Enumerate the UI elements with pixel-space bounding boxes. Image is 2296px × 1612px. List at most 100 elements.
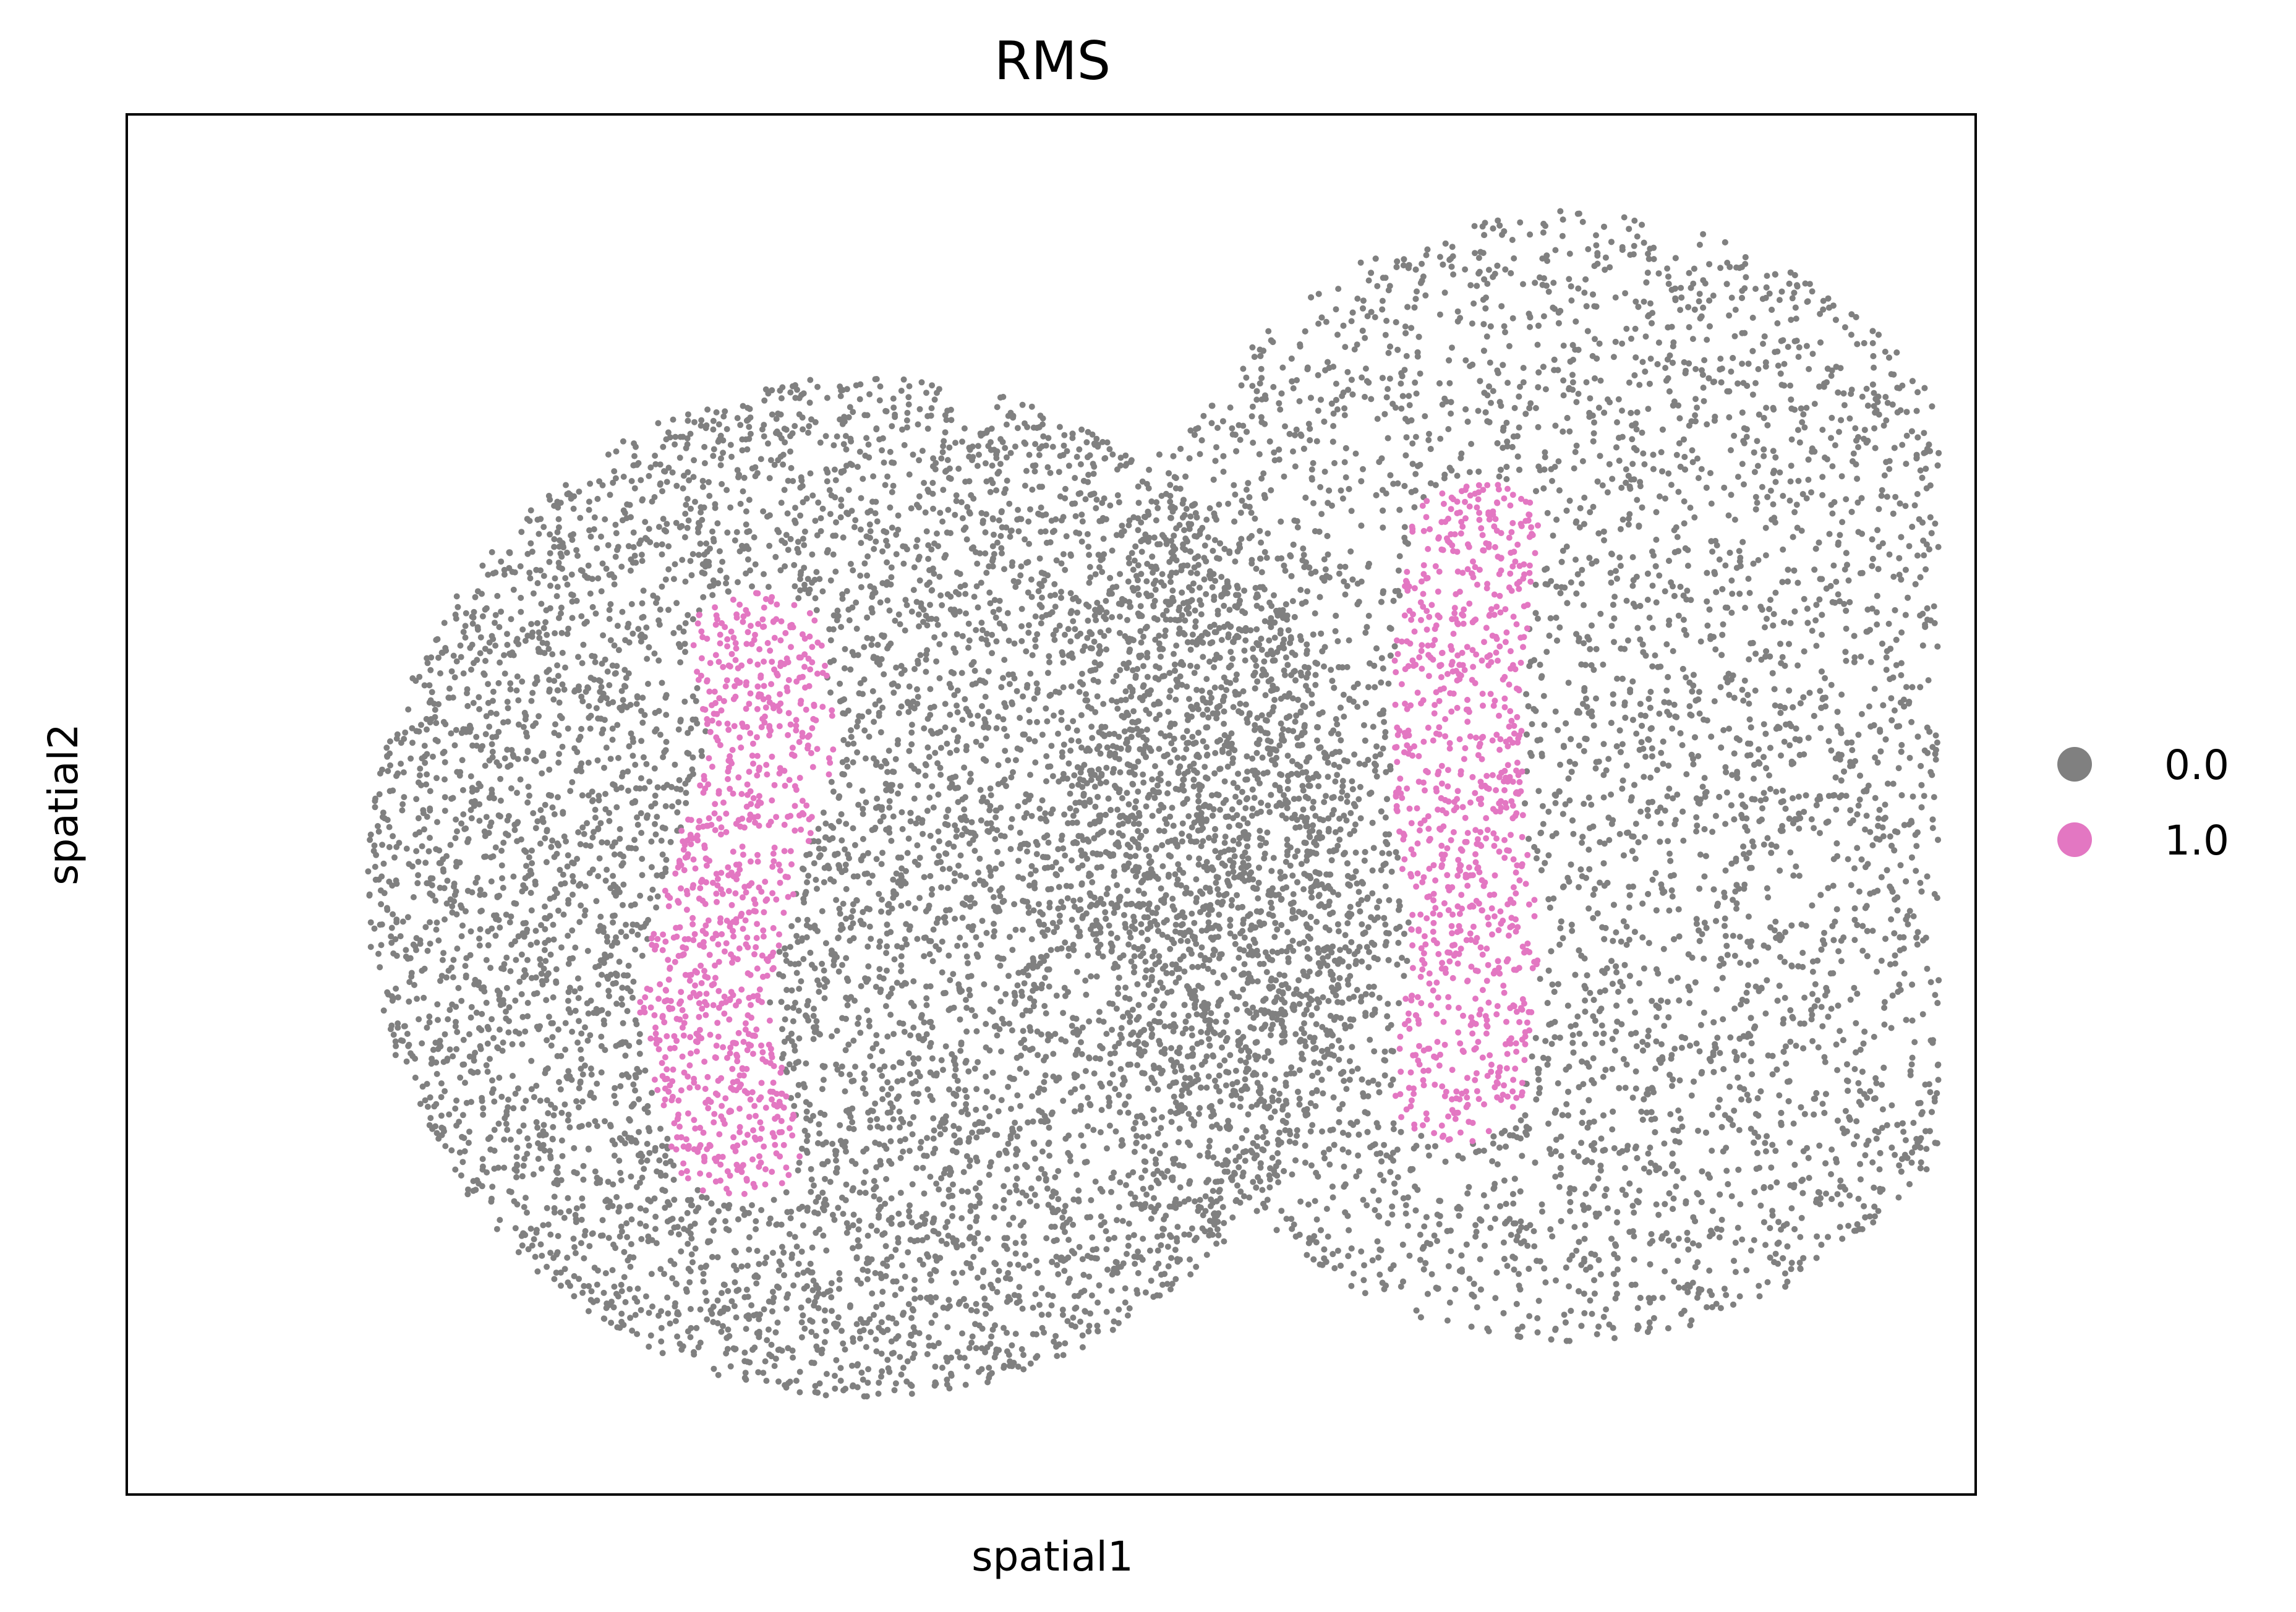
data-point [949, 774, 956, 781]
data-point [873, 1303, 880, 1310]
data-point [1132, 673, 1139, 679]
data-point [800, 1222, 806, 1229]
data-point [645, 1238, 652, 1245]
data-point [1292, 1031, 1299, 1038]
data-point [1208, 792, 1215, 799]
data-point [496, 624, 503, 631]
data-point [759, 426, 766, 433]
data-point [968, 1007, 975, 1013]
data-point [1163, 616, 1169, 623]
data-point [819, 908, 826, 915]
data-point [1103, 779, 1109, 785]
data-point [585, 562, 592, 569]
data-point [561, 1101, 568, 1108]
data-point [994, 1132, 1001, 1138]
data-point [803, 1060, 809, 1067]
data-point [1239, 788, 1245, 795]
data-point [559, 1153, 566, 1159]
data-point [468, 815, 475, 822]
data-point [579, 660, 586, 667]
data-point [838, 503, 845, 510]
data-point [873, 804, 879, 811]
data-point [986, 1172, 992, 1178]
data-point [821, 879, 827, 885]
data-point [399, 801, 406, 808]
data-point [569, 779, 576, 785]
data-point [620, 438, 626, 445]
data-point [879, 548, 886, 555]
data-point [556, 564, 563, 571]
data-point [798, 1145, 805, 1152]
data-point [427, 890, 433, 897]
data-point [1169, 895, 1176, 902]
data-point [838, 497, 845, 503]
data-point [815, 838, 822, 845]
data-point [815, 499, 822, 506]
data-point [1334, 772, 1341, 778]
data-point [956, 608, 963, 615]
data-point [434, 1001, 441, 1008]
data-point [413, 796, 420, 803]
data-point [953, 492, 960, 499]
data-point [939, 602, 945, 608]
data-point [492, 844, 499, 851]
data-point [581, 912, 588, 919]
data-point [388, 924, 395, 931]
data-point [639, 558, 646, 565]
data-point [649, 1090, 655, 1096]
data-point [1046, 653, 1052, 660]
data-point [452, 1023, 459, 1030]
data-point [993, 985, 1000, 992]
data-point [997, 461, 1004, 467]
data-point [1231, 934, 1238, 940]
data-point [873, 1336, 879, 1343]
data-point [453, 615, 459, 622]
data-point [843, 446, 850, 453]
data-point [455, 984, 462, 991]
data-point [822, 1392, 829, 1399]
data-point [832, 477, 839, 484]
data-point [460, 629, 467, 635]
data-point [638, 1150, 644, 1157]
data-point [1145, 914, 1151, 921]
data-point [553, 890, 560, 897]
data-point [758, 456, 764, 463]
data-point [1142, 1167, 1148, 1174]
data-point [512, 997, 519, 1004]
data-point [1209, 584, 1216, 591]
data-point [971, 1013, 978, 1020]
data-point [1234, 585, 1241, 592]
data-point [504, 631, 510, 638]
data-point [839, 1015, 845, 1021]
data-point [554, 1164, 561, 1171]
data-point [889, 1104, 896, 1111]
data-point [1211, 1077, 1218, 1084]
data-point [1181, 527, 1187, 534]
data-point [1053, 557, 1060, 564]
data-point [787, 1378, 793, 1385]
data-point [585, 1308, 592, 1315]
data-point [978, 742, 984, 749]
data-point [542, 619, 549, 626]
data-point [432, 897, 439, 904]
data-point [950, 1004, 957, 1011]
data-point [1156, 808, 1163, 814]
data-point [627, 1315, 634, 1321]
data-point [567, 492, 574, 498]
data-point [386, 824, 393, 830]
data-point [1240, 986, 1247, 993]
data-point [967, 1157, 973, 1164]
data-point [639, 600, 646, 607]
data-point [897, 1190, 904, 1196]
data-point [534, 818, 541, 825]
data-point [987, 1006, 994, 1013]
data-point [840, 534, 847, 541]
data-point [701, 460, 708, 467]
data-point [578, 1055, 585, 1062]
data-point [519, 1242, 526, 1249]
data-point [508, 1188, 514, 1195]
data-point [365, 868, 372, 875]
data-point [1088, 723, 1095, 730]
data-point [1261, 668, 1268, 675]
data-point [698, 422, 704, 429]
